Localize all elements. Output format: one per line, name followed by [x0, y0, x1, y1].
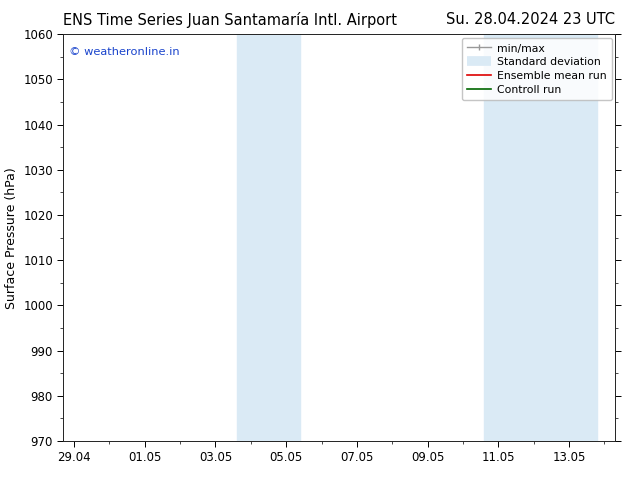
Legend: min/max, Standard deviation, Ensemble mean run, Controll run: min/max, Standard deviation, Ensemble me… — [462, 38, 612, 100]
Text: Su. 28.04.2024 23 UTC: Su. 28.04.2024 23 UTC — [446, 12, 615, 27]
Y-axis label: Surface Pressure (hPa): Surface Pressure (hPa) — [4, 167, 18, 309]
Text: © weatheronline.in: © weatheronline.in — [69, 47, 179, 56]
Bar — [236, 34, 301, 441]
Text: ENS Time Series Juan Santamaría Intl. Airport: ENS Time Series Juan Santamaría Intl. Ai… — [63, 12, 398, 28]
Bar — [484, 34, 597, 441]
